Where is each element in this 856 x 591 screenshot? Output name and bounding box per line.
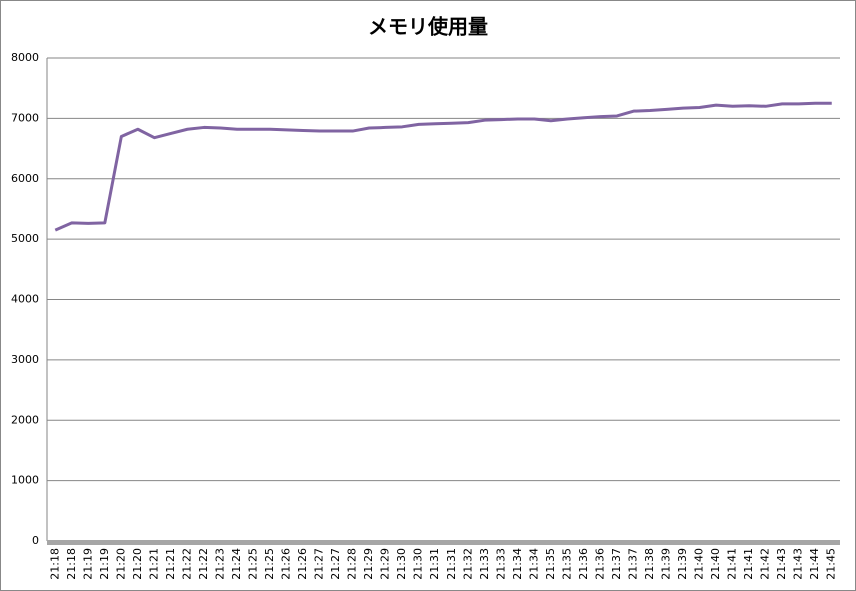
x-tick-label: 21:22 bbox=[197, 548, 210, 580]
x-tick-label: 21:19 bbox=[81, 548, 94, 580]
x-tick-label: 21:18 bbox=[65, 548, 78, 580]
line-series bbox=[54, 101, 832, 232]
y-tick-label: 8000 bbox=[11, 51, 39, 64]
x-tick-label: 21:25 bbox=[247, 548, 260, 580]
x-tick-label: 21:41 bbox=[742, 548, 755, 580]
x-tick-label: 21:45 bbox=[825, 548, 838, 580]
x-tick-label: 21:44 bbox=[808, 548, 821, 580]
y-tick-label: 0 bbox=[32, 534, 39, 547]
x-tick-label: 21:29 bbox=[362, 548, 375, 580]
x-tick-label: 21:20 bbox=[114, 548, 127, 580]
x-tick-label: 21:33 bbox=[494, 548, 507, 580]
x-tick-label: 21:31 bbox=[445, 548, 458, 580]
x-tick-label: 21:40 bbox=[693, 548, 706, 580]
x-tick-label: 21:28 bbox=[346, 548, 359, 580]
x-tick-label: 21:34 bbox=[527, 548, 540, 580]
x-tick-label: 21:19 bbox=[98, 548, 111, 580]
x-tick-label: 21:39 bbox=[676, 548, 689, 580]
x-tick-label: 21:37 bbox=[626, 548, 639, 580]
x-tick-label: 21:25 bbox=[263, 548, 276, 580]
y-tick-label: 3000 bbox=[11, 353, 39, 366]
x-tick-label: 21:20 bbox=[131, 548, 144, 580]
y-tick-label: 7000 bbox=[11, 111, 39, 124]
y-tick-label: 6000 bbox=[11, 172, 39, 185]
y-tick-label: 5000 bbox=[11, 232, 39, 245]
x-tick-label: 21:35 bbox=[560, 548, 573, 580]
x-tick-label: 21:30 bbox=[412, 548, 425, 580]
x-tick-label: 21:23 bbox=[213, 548, 226, 580]
x-tick-label: 21:39 bbox=[660, 548, 673, 580]
x-tick-label: 21:22 bbox=[180, 548, 193, 580]
x-tick-label: 21:29 bbox=[379, 548, 392, 580]
x-tick-label: 21:38 bbox=[643, 548, 656, 580]
x-tick-label: 21:27 bbox=[313, 548, 326, 580]
x-tick-label: 21:33 bbox=[478, 548, 491, 580]
x-tick-label: 21:27 bbox=[329, 548, 342, 580]
x-tick-label: 21:41 bbox=[726, 548, 739, 580]
x-axis bbox=[47, 540, 840, 545]
x-tick-label: 21:32 bbox=[461, 548, 474, 580]
x-tick-label: 21:26 bbox=[280, 548, 293, 580]
x-tick-label: 21:37 bbox=[610, 548, 623, 580]
y-tick-label: 1000 bbox=[11, 474, 39, 487]
x-tick-label: 21:42 bbox=[759, 548, 772, 580]
x-tick-label: 21:31 bbox=[428, 548, 441, 580]
x-tick-label: 21:30 bbox=[395, 548, 408, 580]
y-tick-label: 4000 bbox=[11, 293, 39, 306]
x-tick-label: 21:43 bbox=[775, 548, 788, 580]
x-tick-label: 21:21 bbox=[147, 548, 160, 580]
x-tick-label: 21:18 bbox=[48, 548, 61, 580]
y-tick-label: 2000 bbox=[11, 413, 39, 426]
x-tick-label: 21:21 bbox=[164, 548, 177, 580]
x-tick-label: 21:43 bbox=[792, 548, 805, 580]
x-tick-label: 21:40 bbox=[709, 548, 722, 580]
chart-title: メモリ使用量 bbox=[368, 15, 488, 39]
x-tick-label: 21:24 bbox=[230, 548, 243, 580]
x-tick-label: 21:36 bbox=[593, 548, 606, 580]
x-tick-label: 21:34 bbox=[511, 548, 524, 580]
x-tick-label: 21:35 bbox=[544, 548, 557, 580]
x-tick-label: 21:26 bbox=[296, 548, 309, 580]
x-tick-label: 21:36 bbox=[577, 548, 590, 580]
